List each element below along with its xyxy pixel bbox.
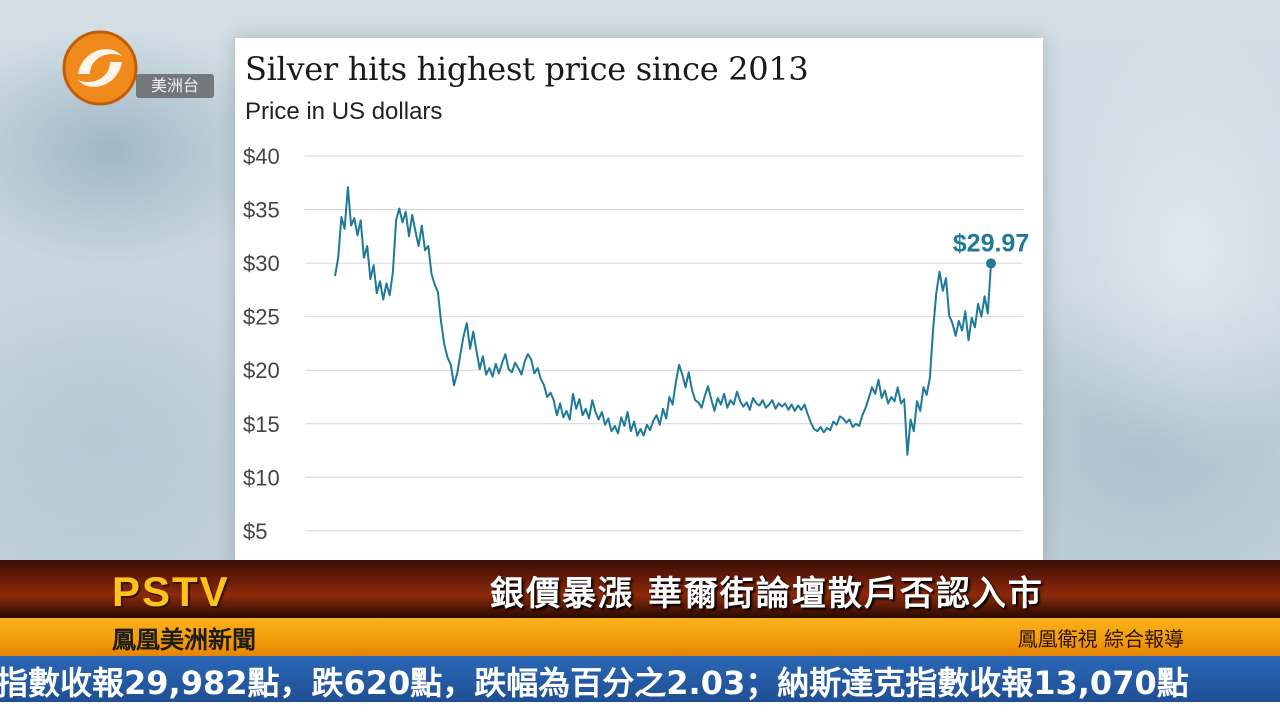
phoenix-logo-icon <box>62 30 138 106</box>
y-tick-label: $30 <box>243 251 280 276</box>
channel-tag: 美洲台 <box>136 74 214 98</box>
chart-card: $40 $35 $30 $25 $20 $15 $10 $5 $29.97 Silver hit… <box>235 38 1043 568</box>
headline-band <box>0 560 1280 618</box>
bottom-strip <box>0 702 1280 720</box>
y-tick-label: $25 <box>243 305 280 330</box>
y-tick-label: $10 <box>243 465 280 490</box>
station-band <box>0 618 1280 656</box>
y-tick-label: $20 <box>243 358 280 383</box>
end-point-marker <box>986 258 996 269</box>
report-credit: 鳳凰衛視 綜合報導 <box>1017 627 1184 651</box>
price-line <box>334 186 992 456</box>
station-name: 鳳凰美洲新聞 <box>112 626 256 654</box>
news-ticker: 指數收報29,982點，跌620點，跌幅為百分之2.03；納斯達克指數收報13,… <box>0 656 1280 702</box>
channel-logo-text: PSTV <box>112 568 230 615</box>
chart-title: Silver hits highest price since 2013 <box>245 50 809 88</box>
y-tick-label: $35 <box>243 198 280 223</box>
y-tick-label: $40 <box>243 144 280 169</box>
y-tick-label: $5 <box>243 519 267 544</box>
y-tick-label: $15 <box>243 412 280 437</box>
line-chart: $40 $35 $30 $25 $20 $15 $10 $5 $29.97 <box>243 144 1029 544</box>
headline-text: 銀價暴漲 華爾街論壇散戶否認入市 <box>490 574 1044 614</box>
ticker-text: 指數收報29,982點，跌620點，跌幅為百分之2.03；納斯達克指數收報13,… <box>0 664 1189 702</box>
chart-subtitle: Price in US dollars <box>245 98 443 125</box>
end-value-label: $29.97 <box>953 229 1029 257</box>
